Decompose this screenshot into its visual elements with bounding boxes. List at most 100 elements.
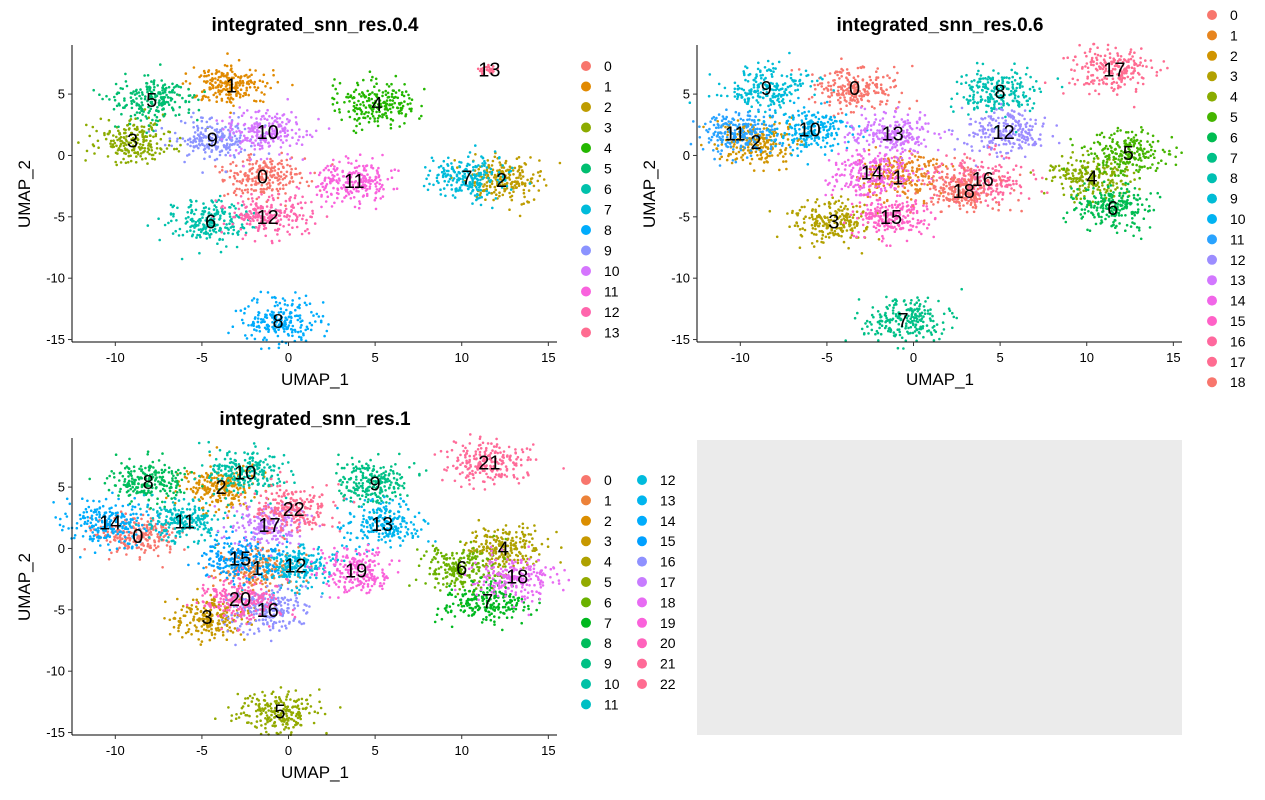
cluster-points-20 (185, 566, 297, 632)
legend-item-14: 14 (637, 513, 676, 529)
legend-item-11: 11 (581, 284, 619, 300)
legend-swatch (637, 638, 647, 649)
legend-swatch (581, 597, 591, 608)
x-ticks: -10 -5 0 5 10 15 (731, 342, 1181, 365)
legend-swatch (581, 204, 591, 215)
cluster-points-1 (177, 52, 294, 115)
cluster-label-15: 15 (229, 548, 251, 570)
legend-swatch (581, 307, 591, 317)
legend-swatch (637, 515, 647, 526)
legend-item-16: 16 (637, 554, 676, 570)
cluster-label-1: 1 (252, 558, 263, 580)
legend-label: 4 (604, 140, 612, 156)
cluster-points-21 (433, 433, 565, 491)
legend-label: 18 (660, 594, 676, 610)
cluster-label-5: 5 (146, 90, 157, 112)
legend-label: 16 (1230, 333, 1246, 349)
legend-item-0: 0 (581, 58, 612, 74)
cluster-points-11 (297, 153, 400, 211)
cluster-label-11: 11 (174, 512, 195, 534)
cluster-label-11: 11 (344, 171, 365, 193)
legend-label: 18 (1230, 374, 1246, 390)
cluster-points-10 (193, 440, 296, 507)
y-tick-label: 5 (58, 87, 65, 102)
legend-swatch (1207, 71, 1217, 82)
cluster-label-12: 12 (992, 122, 1014, 144)
cluster-points-17 (1043, 42, 1169, 109)
y-tick-label: -10 (46, 271, 65, 286)
legend-item-9: 9 (581, 243, 612, 259)
legend-label: 14 (1230, 293, 1246, 309)
y-tick-label: -15 (46, 332, 65, 347)
legend-swatch (581, 327, 591, 338)
x-axis-title: UMAP_1 (906, 370, 974, 389)
cluster-label-9: 9 (370, 473, 381, 495)
legend-item-4: 4 (581, 140, 612, 156)
legend-label: 1 (604, 492, 612, 508)
cluster-label-0: 0 (849, 78, 860, 100)
cluster-label-8: 8 (273, 311, 284, 333)
legend-label: 3 (1230, 68, 1238, 84)
cluster-label-16: 16 (257, 600, 279, 622)
cluster-label-1: 1 (226, 76, 237, 98)
cluster-label-9: 9 (761, 78, 772, 100)
legend-label: 9 (1230, 191, 1238, 207)
legend-item-7: 7 (581, 202, 612, 218)
legend-swatch (581, 286, 591, 297)
legend-item-15: 15 (637, 533, 676, 549)
legend-item-13: 13 (581, 325, 620, 341)
legend-label: 7 (604, 615, 612, 631)
legend-swatch (581, 556, 591, 567)
legend-swatch (637, 658, 647, 669)
legend-swatch (581, 245, 591, 256)
x-tick-label: -5 (196, 350, 208, 365)
legend-swatch (637, 597, 647, 608)
cluster-points-15 (830, 184, 937, 247)
legend-label: 1 (1230, 27, 1238, 43)
cluster-label-13: 13 (371, 514, 393, 536)
legend-swatch (1207, 152, 1217, 163)
legend-item-13: 13 (1207, 272, 1246, 288)
legend-item-18: 18 (1207, 374, 1246, 390)
legend-item-5: 5 (1207, 109, 1238, 125)
cluster-label-0: 0 (132, 526, 143, 548)
legend-swatch (637, 556, 647, 567)
cluster-points-0 (790, 57, 919, 118)
cluster-label-10: 10 (234, 462, 256, 484)
legend-item-12: 12 (637, 472, 676, 488)
legend-swatch (1207, 295, 1217, 306)
cluster-label-1: 1 (892, 168, 903, 190)
legend-item-12: 12 (581, 304, 620, 320)
x-tick-label: 5 (997, 350, 1004, 365)
legend-swatch (581, 536, 591, 547)
cluster-label-7: 7 (461, 168, 472, 190)
y-tick-label: 5 (58, 480, 65, 495)
legend-swatch (1207, 10, 1217, 20)
points-layer (688, 42, 1183, 350)
legend-label: 1 (604, 79, 612, 95)
cluster-label-9: 9 (207, 130, 218, 152)
cluster-points-11 (689, 108, 792, 167)
legend-swatch (581, 122, 591, 133)
legend-label: 21 (660, 656, 676, 672)
x-tick-label: -10 (106, 350, 125, 365)
cluster-points-12 (947, 102, 1061, 167)
cluster-label-17: 17 (258, 515, 280, 537)
cluster-label-20: 20 (229, 589, 251, 611)
legend-item-15: 15 (1207, 313, 1246, 329)
legend-swatch (581, 102, 591, 112)
cluster-points-14 (52, 491, 169, 559)
legend-label: 10 (604, 676, 620, 692)
y-tick-label: -10 (46, 664, 65, 679)
legend-item-13: 13 (637, 492, 676, 508)
cluster-points-13 (336, 495, 437, 556)
x-tick-label: 5 (372, 350, 379, 365)
legend-label: 16 (660, 554, 676, 570)
legend-item-5: 5 (581, 574, 612, 590)
cluster-points-8 (88, 450, 204, 510)
legend-item-4: 4 (581, 554, 612, 570)
